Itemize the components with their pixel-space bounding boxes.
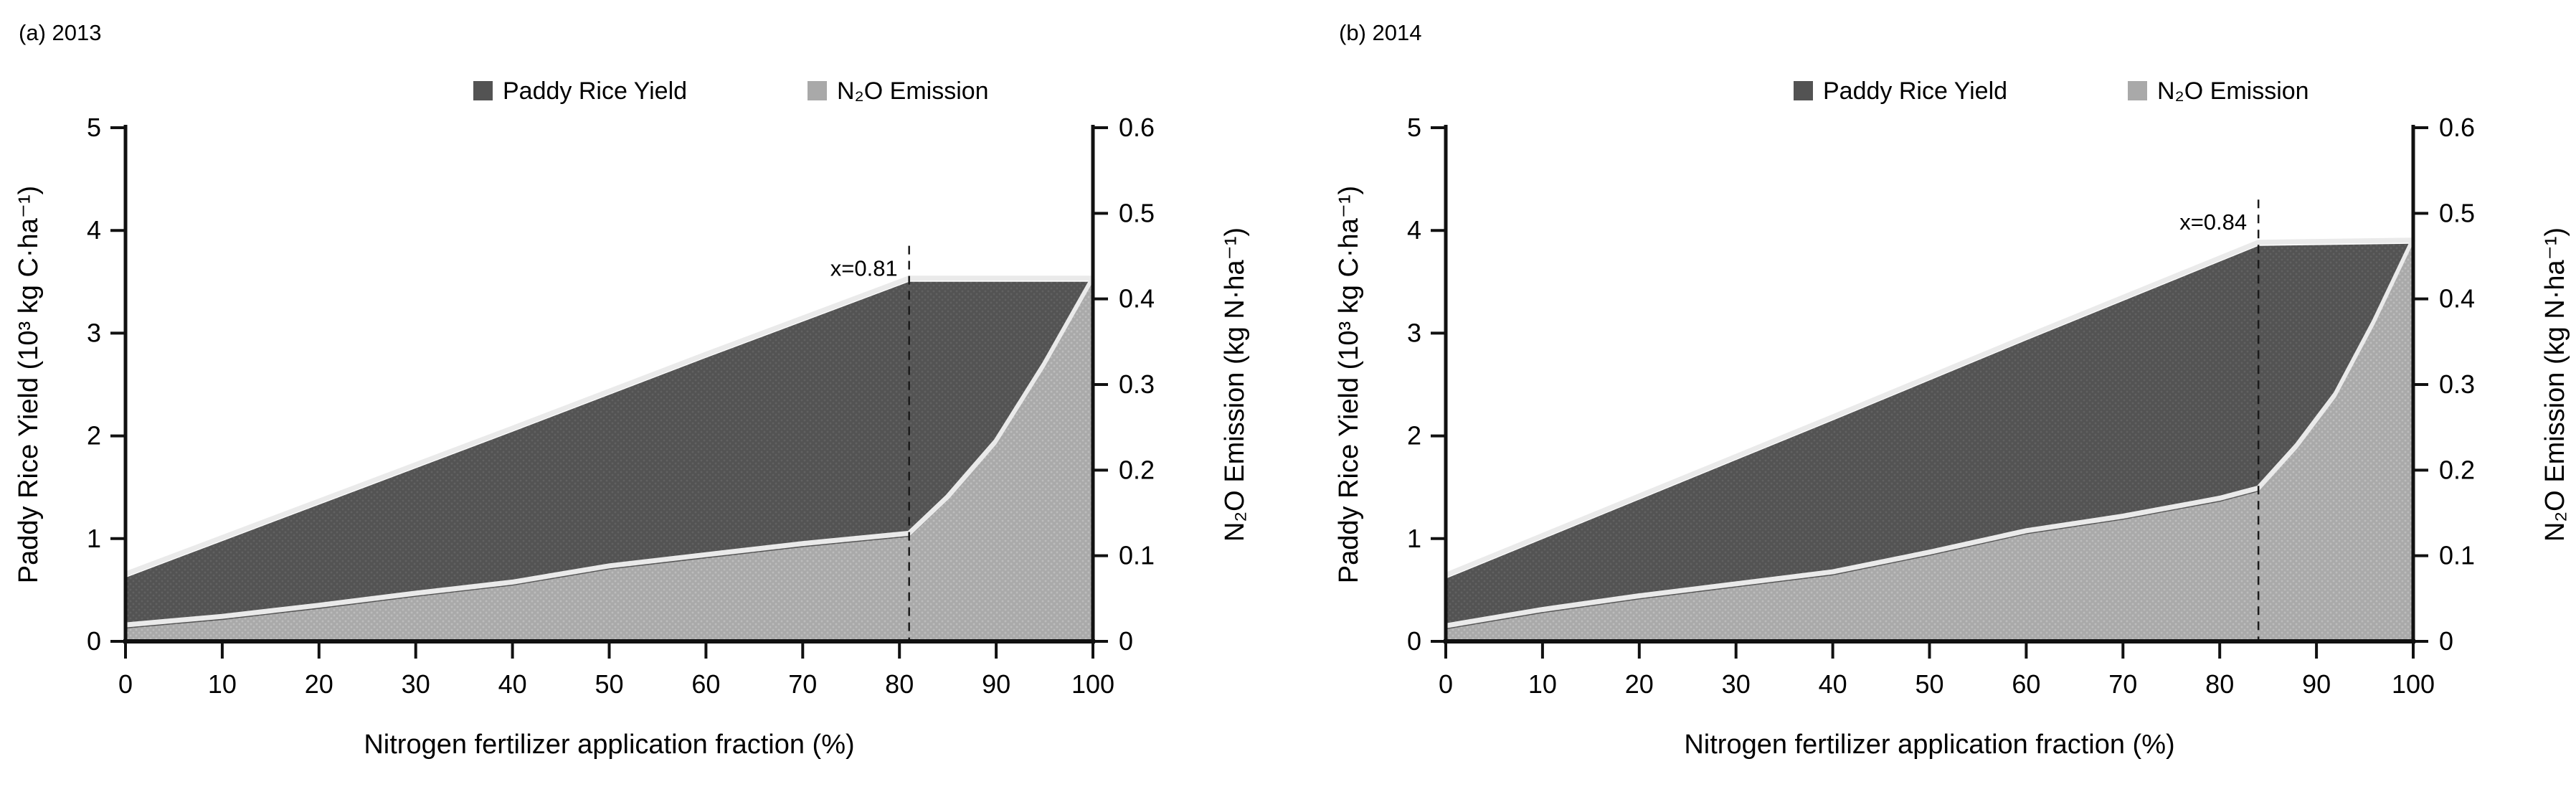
left-axis-tick-label: 4 [1407, 215, 1421, 245]
right-axis-tick-label: 0 [2439, 626, 2453, 656]
left-axis-tick-label: 3 [1407, 318, 1421, 347]
emission-area-edge-highlight [125, 277, 1096, 628]
left-axis-title: Paddy Rice Yield (10³ kg C·ha⁻¹) [1334, 186, 1364, 583]
left-axis-tick-label: 5 [87, 113, 101, 142]
emission-area-edge-highlight [1445, 238, 2416, 628]
x-axis-title: Nitrogen fertilizer application fraction… [1684, 730, 2174, 760]
right-axis-tick-label: 0 [1119, 626, 1133, 656]
x-tick-label: 30 [402, 669, 430, 699]
right-axis-tick-label: 0.5 [2439, 198, 2475, 227]
threshold-annotation: x=0.84 [2179, 209, 2247, 235]
legend-yield-swatch [1794, 81, 1813, 100]
left-axis-tick-label: 1 [87, 524, 101, 553]
right-axis-tick-label: 0.6 [1119, 113, 1155, 142]
x-tick-label: 50 [595, 669, 623, 699]
x-tick-label: 0 [1439, 669, 1453, 699]
right-axis-title: N₂O Emission (kg N·ha⁻¹) [1220, 227, 1250, 542]
x-tick-label: 10 [208, 669, 237, 699]
emission-area [126, 281, 1093, 641]
legend-emission-swatch [808, 81, 827, 100]
left-axis-tick-label: 0 [87, 626, 101, 656]
x-tick-label: 80 [2205, 669, 2234, 699]
right-axis-tick-label: 0.2 [2439, 455, 2475, 484]
x-tick-label: 70 [788, 669, 817, 699]
legend-emission-swatch [2128, 81, 2147, 100]
right-axis-title: N₂O Emission (kg N·ha⁻¹) [2540, 227, 2570, 542]
left-axis-tick-label: 4 [87, 215, 101, 245]
left-axis-tick-label: 0 [1407, 626, 1421, 656]
right-axis-tick-label: 0.1 [1119, 541, 1155, 570]
emission-area [1446, 243, 2413, 642]
threshold-annotation: x=0.81 [830, 256, 898, 281]
x-tick-label: 20 [305, 669, 333, 699]
left-axis-tick-label: 5 [1407, 113, 1421, 142]
left-axis-tick-label: 2 [87, 421, 101, 451]
legend-emission-label: N₂O Emission [837, 77, 989, 105]
x-tick-label: 60 [691, 669, 720, 699]
x-tick-label: 40 [1819, 669, 1847, 699]
right-axis-tick-label: 0.4 [2439, 284, 2475, 314]
chart-panel-2013: x=0.81 0 10 20 30 40 50 60 70 80 90 100 0 1 2 3 4 5 0 0.1 0.… [14, 20, 1250, 760]
x-tick-label: 90 [2302, 669, 2331, 699]
x-tick-label: 10 [1528, 669, 1557, 699]
left-axis-tick-label: 2 [1407, 421, 1421, 451]
right-axis-tick-label: 0.3 [1119, 369, 1155, 399]
x-tick-label: 100 [2392, 669, 2435, 699]
chart-2013-svg: x=0.810 10 20 30 40 50 60 70 80 90 10001234500.10.… [14, 20, 1250, 760]
legend-yield-label: Paddy Rice Yield [503, 77, 687, 105]
panel-label: (a) 2013 [19, 20, 101, 45]
legend-emission-label: N₂O Emission [2157, 77, 2309, 105]
panel-label: (b) 2014 [1339, 20, 1421, 45]
right-axis-tick-label: 0.5 [1119, 198, 1155, 227]
x-tick-label: 30 [1722, 669, 1751, 699]
right-axis-tick-label: 0.1 [2439, 541, 2475, 570]
chart-2014-svg: x=0.840 10 20 30 40 50 60 70 80 90 10001234500.10.… [1334, 20, 2570, 760]
x-tick-label: 40 [498, 669, 527, 699]
yield-area-edge-highlight [124, 275, 1093, 577]
x-tick-label: 70 [2108, 669, 2137, 699]
left-axis-title: Paddy Rice Yield (10³ kg C·ha⁻¹) [14, 186, 44, 583]
x-tick-label: 60 [2012, 669, 2040, 699]
right-axis-tick-label: 0.3 [2439, 369, 2475, 399]
right-axis-tick-label: 0.6 [2439, 113, 2475, 142]
right-axis-tick-label: 0.4 [1119, 284, 1155, 314]
left-axis-tick-label: 1 [1407, 524, 1421, 553]
legend-yield-label: Paddy Rice Yield [1823, 77, 2007, 105]
x-tick-label: 0 [118, 669, 133, 699]
left-axis-tick-label: 3 [87, 318, 101, 347]
x-tick-label: 100 [1071, 669, 1114, 699]
x-tick-label: 90 [982, 669, 1010, 699]
x-axis-title: Nitrogen fertilizer application fraction… [364, 730, 854, 760]
chart-panel-2014: x=0.84 0 10 20 30 40 50 60 70 80 90 100 0 1 2 3 4 5 0 0.1 0.… [1288, 0, 2576, 792]
yield-area-edge-highlight [1444, 237, 2414, 578]
legend-yield-swatch [473, 81, 493, 100]
right-axis-tick-label: 0.2 [1119, 455, 1155, 484]
x-tick-label: 20 [1625, 669, 1654, 699]
x-tick-label: 50 [1915, 669, 1943, 699]
x-tick-label: 80 [885, 669, 914, 699]
